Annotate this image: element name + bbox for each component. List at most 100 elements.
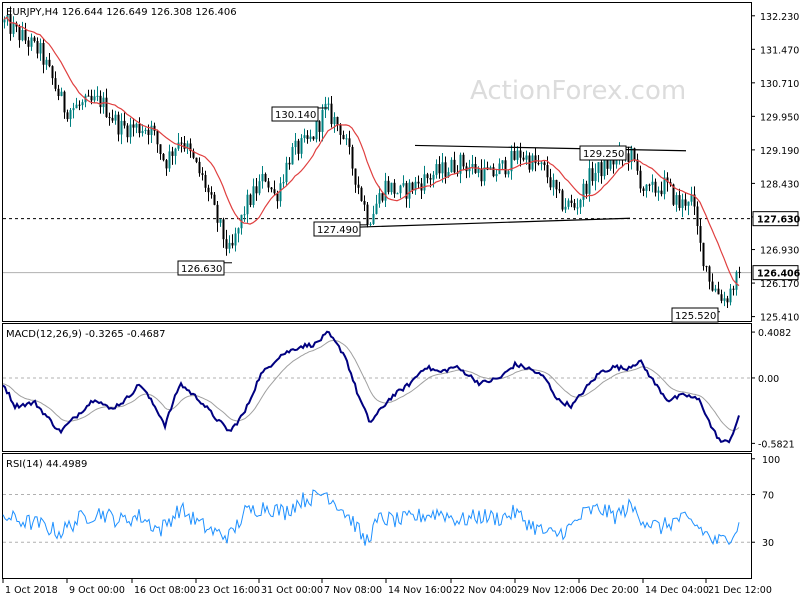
candle (507, 169, 510, 178)
candle (273, 180, 276, 196)
candle (18, 24, 21, 48)
candle (285, 156, 288, 186)
candle (732, 285, 735, 296)
candle-body (120, 120, 123, 135)
candle-body (249, 194, 252, 205)
candle (390, 182, 393, 195)
candle (12, 16, 15, 38)
annotation-label: 130.140 (275, 110, 316, 121)
candle (204, 170, 207, 192)
candle (216, 200, 219, 232)
candle (471, 155, 474, 175)
candle-body (231, 242, 234, 246)
price-layer: 130.140 127.490 126.630 129.250 125.520 (3, 6, 751, 323)
candle-body (711, 281, 714, 291)
candle-body (423, 174, 426, 191)
candle (588, 159, 591, 202)
candle-body (18, 26, 21, 41)
candle-body (312, 136, 315, 140)
candle-body (672, 184, 675, 205)
candle (504, 156, 507, 178)
candle-body (702, 242, 705, 267)
price-annotation: 129.250 (579, 145, 632, 161)
candle-body (135, 123, 138, 128)
price-axis-label: 129.190 (760, 146, 799, 157)
candle-body (453, 159, 456, 173)
candle-body (645, 184, 648, 191)
current-price-box: 126.406 (752, 265, 800, 281)
candle (249, 193, 252, 208)
candle (555, 179, 558, 198)
candle-body (411, 182, 414, 191)
candle-body (291, 147, 294, 165)
candle-body (642, 188, 645, 191)
candle-body (276, 193, 279, 202)
candle (570, 194, 573, 208)
candle-body (126, 125, 129, 138)
price-annotation: 125.520 (671, 307, 720, 323)
candle (423, 165, 426, 194)
candle (201, 167, 204, 181)
candle-body (390, 182, 393, 193)
candle-body (684, 199, 687, 206)
candle-body (21, 30, 24, 41)
candle-body (216, 204, 219, 223)
candle (75, 97, 78, 109)
candle (426, 172, 429, 184)
axis-layer: 132.230 131.470 130.710 129.950 129.190 128.4… (2, 12, 800, 596)
candle (252, 178, 255, 208)
candle-body (387, 180, 390, 193)
candle-body (162, 153, 165, 161)
candle-body (687, 201, 690, 206)
candle-body (501, 160, 504, 164)
candle (291, 142, 294, 165)
candle-body (342, 134, 345, 139)
candle (132, 118, 135, 137)
candle (264, 172, 267, 183)
candle (192, 148, 195, 160)
candle-body (735, 271, 738, 290)
candle-body (504, 160, 507, 175)
price-axis-label: 126.930 (760, 246, 799, 257)
macd-axis-label: 0.4082 (758, 328, 791, 339)
candle (306, 130, 309, 144)
candle (402, 175, 405, 188)
candle-body (630, 148, 633, 162)
candle (498, 158, 501, 175)
candle (573, 199, 576, 211)
candle (237, 227, 240, 243)
candle-body (564, 206, 567, 210)
candle-body (447, 172, 450, 177)
annotation-box (671, 307, 719, 323)
candle (120, 113, 123, 145)
candle-body (699, 226, 702, 243)
candle (171, 146, 174, 165)
candle (531, 153, 534, 172)
x-axis-label: 22 Nov 04:00 (453, 585, 517, 596)
candle (234, 227, 237, 252)
candle (549, 168, 552, 191)
candle (438, 156, 441, 179)
macd-layer (2, 330, 751, 444)
candle (189, 138, 192, 158)
candle (156, 129, 159, 153)
candle (219, 219, 222, 227)
candle (150, 120, 153, 143)
candle-body (117, 114, 120, 135)
candle (183, 136, 186, 152)
candle-body (597, 162, 600, 173)
candle-body (24, 30, 27, 41)
candle-body (252, 186, 255, 205)
candle-body (234, 233, 237, 246)
candle (324, 96, 327, 118)
candle-body (306, 135, 309, 139)
candle (552, 173, 555, 196)
candle-body (549, 177, 552, 188)
candle-body (588, 168, 591, 194)
candle-body (582, 183, 585, 200)
candle-body (201, 173, 204, 175)
candle (117, 111, 120, 142)
candle-body (198, 161, 201, 174)
candle (51, 65, 54, 85)
candle (684, 193, 687, 211)
